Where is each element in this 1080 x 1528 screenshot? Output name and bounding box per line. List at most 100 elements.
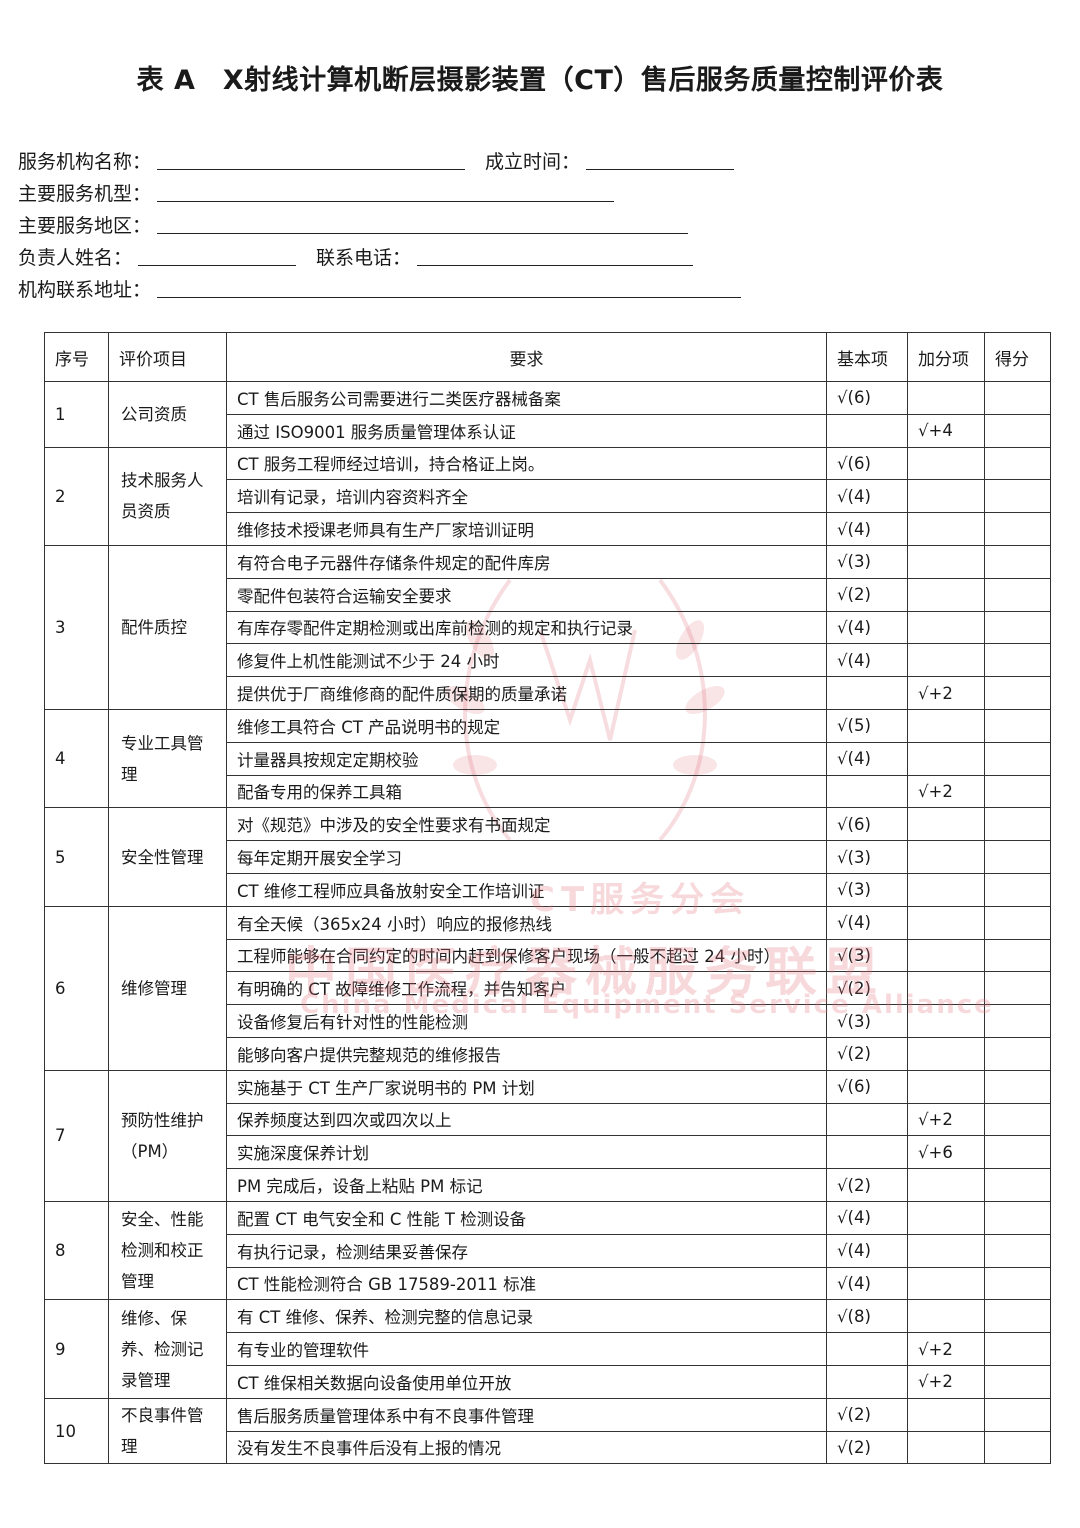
score-input-cell[interactable] — [984, 544, 1051, 579]
table-row: 有库存零配件定期检测或出库前检测的规定和执行记录 √(4) — [45, 610, 1051, 645]
table-row: 零配件包装符合运输安全要求 √(2) — [45, 577, 1051, 612]
score-input-cell[interactable] — [984, 676, 1051, 710]
score-input-cell[interactable] — [984, 1266, 1051, 1301]
bonus-score-cell: √+4 — [907, 413, 985, 448]
score-input-cell[interactable] — [984, 840, 1051, 874]
item-number: 4 — [44, 708, 109, 809]
form-row: 机构联系地址： — [18, 270, 761, 302]
address-field[interactable] — [157, 275, 742, 298]
score-input-cell[interactable] — [984, 1430, 1051, 1465]
page-title: 表 A X射线计算机断层摄影装置（CT）售后服务质量控制评价表 — [136, 65, 944, 96]
score-input-cell[interactable] — [984, 1168, 1051, 1202]
score-input-cell[interactable] — [984, 381, 1051, 415]
score-input-cell[interactable] — [984, 905, 1051, 940]
item-name: 技术服务人员资质 — [108, 446, 227, 546]
score-input-cell[interactable] — [984, 1135, 1051, 1170]
score-input-cell[interactable] — [984, 1332, 1051, 1366]
table-row: 4 专业工具管理 维修工具符合 CT 产品说明书的规定 √(5) — [44, 708, 1051, 809]
basic-score-cell: √(4) — [826, 905, 908, 940]
score-input-cell[interactable] — [984, 807, 1051, 842]
requirement-cell: 培训有记录，培训内容资料齐全 — [226, 479, 827, 514]
score-input-cell[interactable] — [984, 1036, 1051, 1071]
item-name: 公司资质 — [108, 381, 227, 448]
requirement-cell: 零配件包装符合运输安全要求 — [226, 577, 827, 612]
score-input-cell[interactable] — [984, 1102, 1051, 1137]
requirement-cell: 对《规范》中涉及的安全性要求有书面规定 — [226, 807, 827, 842]
requirement-cell: CT 售后服务公司需要进行二类医疗器械备案 — [226, 381, 827, 415]
table-row: CT 性能检测符合 GB 17589-2011 标准 √(4) — [45, 1266, 1051, 1301]
score-input-cell[interactable] — [984, 774, 1051, 809]
item-name: 预防性维护（PM） — [108, 1069, 227, 1202]
table-row: 保养频度达到四次或四次以上 √+2 — [45, 1102, 1051, 1137]
requirement-cell: 实施基于 CT 生产厂家说明书的 PM 计划 — [226, 1069, 827, 1104]
basic-score-cell: √(2) — [826, 971, 908, 1006]
item-name: 专业工具管理 — [108, 708, 227, 809]
phone-field[interactable] — [417, 243, 694, 266]
score-input-cell[interactable] — [984, 610, 1051, 645]
requirement-cell: 有全天候（365x24 小时）响应的报修热线 — [226, 905, 827, 940]
basic-score-cell: √(5) — [826, 708, 908, 743]
bonus-score-cell: √+2 — [907, 676, 985, 710]
requirement-cell: CT 服务工程师经过培训，持合格证上岗。 — [226, 446, 827, 481]
requirement-cell: 维修工具符合 CT 产品说明书的规定 — [226, 708, 827, 743]
item-number: 3 — [44, 544, 109, 710]
requirement-cell: CT 性能检测符合 GB 17589-2011 标准 — [226, 1266, 827, 1301]
region-field[interactable] — [157, 211, 689, 234]
requirement-cell: 配置 CT 电气安全和 C 性能 T 检测设备 — [226, 1200, 827, 1235]
score-input-cell[interactable] — [984, 1069, 1051, 1104]
score-input-cell[interactable] — [984, 1200, 1051, 1235]
item-name: 不良事件管理 — [108, 1397, 227, 1465]
table-row: 有专业的管理软件 √+2 — [45, 1332, 1051, 1366]
score-input-cell[interactable] — [984, 1299, 1051, 1334]
header-score: 得分 — [984, 332, 1051, 382]
header-item: 评价项目 — [108, 332, 227, 382]
score-input-cell[interactable] — [984, 938, 1051, 973]
founded-field[interactable] — [586, 147, 735, 170]
bonus-score-cell: √+2 — [907, 1364, 985, 1399]
table-row: 7 预防性维护（PM） 实施基于 CT 生产厂家说明书的 PM 计划 √(6) — [44, 1069, 1051, 1202]
basic-score-cell: √(3) — [826, 1004, 908, 1038]
bonus-score-cell: √+6 — [907, 1135, 985, 1170]
requirement-cell: 保养频度达到四次或四次以上 — [226, 1102, 827, 1137]
header-bonus: 加分项 — [907, 332, 985, 382]
score-input-cell[interactable] — [984, 512, 1051, 546]
item-number: 8 — [44, 1200, 109, 1301]
person-field[interactable] — [138, 243, 297, 266]
score-input-cell[interactable] — [984, 577, 1051, 612]
score-input-cell[interactable] — [984, 413, 1051, 448]
founded-label: 成立时间： — [485, 151, 581, 173]
score-input-cell[interactable] — [984, 1004, 1051, 1038]
score-input-cell[interactable] — [984, 643, 1051, 678]
score-input-cell[interactable] — [984, 1397, 1051, 1432]
requirement-cell: 能够向客户提供完整规范的维修报告 — [226, 1036, 827, 1071]
score-input-cell[interactable] — [984, 1233, 1051, 1268]
item-number: 6 — [44, 905, 109, 1071]
header-no: 序号 — [44, 332, 109, 382]
bonus-score-cell — [907, 381, 985, 415]
bonus-score-cell — [907, 544, 985, 579]
score-input-cell[interactable] — [984, 479, 1051, 514]
requirement-cell: 有 CT 维修、保养、检测完整的信息记录 — [226, 1299, 827, 1334]
basic-score-cell: √(4) — [826, 643, 908, 678]
score-input-cell[interactable] — [984, 971, 1051, 1006]
item-number: 7 — [44, 1069, 109, 1202]
bonus-score-cell — [907, 1233, 985, 1268]
person-label: 负责人姓名： — [18, 247, 133, 269]
header-row: 序号 评价项目 要求 基本项 加分项 得分 — [44, 332, 1051, 382]
requirement-cell: 提供优于厂商维修商的配件质保期的质量承诺 — [226, 676, 827, 710]
table-row: CT 维保相关数据向设备使用单位开放 √+2 — [45, 1364, 1051, 1399]
score-input-cell[interactable] — [984, 708, 1051, 743]
basic-score-cell: √(2) — [826, 1430, 908, 1465]
table-row: 每年定期开展安全学习 √(3) — [45, 840, 1051, 874]
table-row: CT 维修工程师应具备放射安全工作培训证 √(3) — [45, 872, 1051, 907]
org-name-field[interactable] — [157, 147, 466, 170]
score-input-cell[interactable] — [984, 741, 1051, 776]
score-input-cell[interactable] — [984, 872, 1051, 907]
models-field[interactable] — [157, 179, 615, 202]
bonus-score-cell — [907, 446, 985, 481]
requirement-cell: 维修技术授课老师具有生产厂家培训证明 — [226, 512, 827, 546]
score-input-cell[interactable] — [984, 446, 1051, 481]
requirement-cell: 修复件上机性能测试不少于 24 小时 — [226, 643, 827, 678]
org-name-label: 服务机构名称： — [18, 151, 152, 173]
score-input-cell[interactable] — [984, 1364, 1051, 1399]
